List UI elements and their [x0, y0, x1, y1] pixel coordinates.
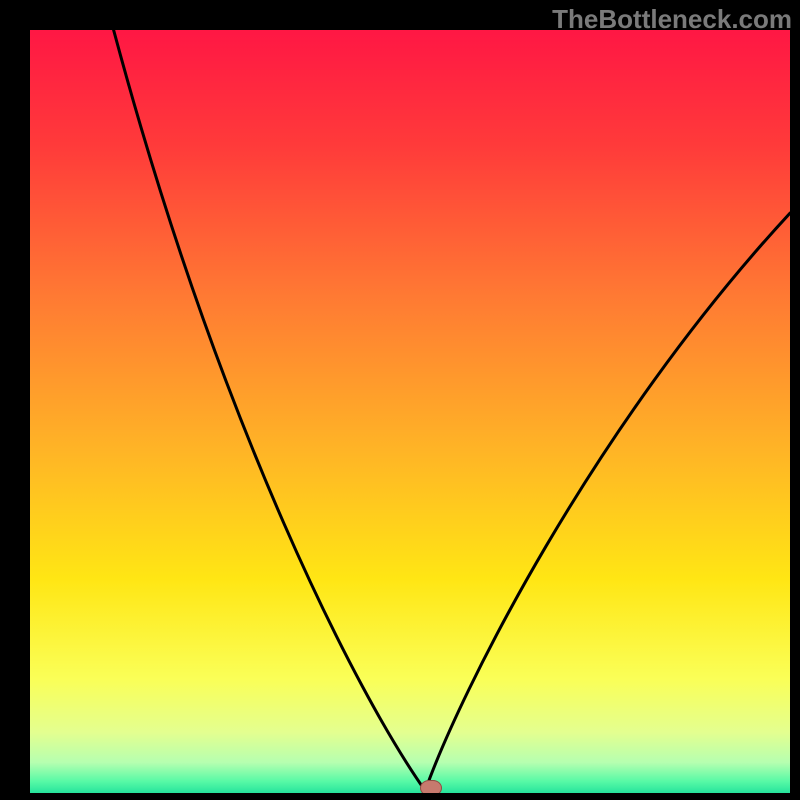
outer-frame: TheBottleneck.com: [0, 0, 800, 800]
plot-area: [30, 30, 790, 793]
v-curve: [30, 30, 790, 793]
watermark-text: TheBottleneck.com: [552, 4, 792, 35]
min-marker: [420, 780, 442, 793]
